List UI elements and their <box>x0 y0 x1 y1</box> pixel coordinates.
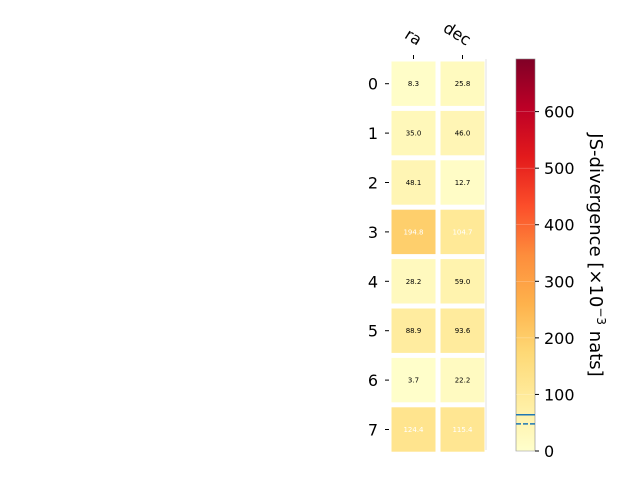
colorbar-tick-label: 400 <box>544 216 575 235</box>
cell-value-label: 46.0 <box>455 130 471 138</box>
heatmap-cell <box>391 209 436 255</box>
cell-value-label: 59.0 <box>455 278 471 286</box>
row-tick-label: 5 <box>368 322 378 341</box>
colorbar-tick-label: 200 <box>544 329 575 348</box>
colorbar-label: JS-divergence [×10−3 nats] <box>585 132 608 376</box>
row-tick-label: 2 <box>368 174 378 193</box>
heatmap-cell <box>440 308 485 353</box>
colorbar-tick-label: 600 <box>544 103 575 122</box>
colorbar-gradient-bar <box>515 58 536 452</box>
cell-value-label: 115.4 <box>452 426 473 434</box>
cell-value-label: 35.0 <box>406 130 422 138</box>
cell-value-label: 88.9 <box>406 327 422 335</box>
colorbar-reference-lines <box>516 414 535 425</box>
cell-value-label: 48.1 <box>406 179 422 187</box>
cell-value-label: 8.3 <box>408 80 419 88</box>
heatmap-cells: 8.3 25.8 35.0 46.0 48.1 12.7 194.8 104.7 28.2 59.… <box>391 61 485 452</box>
cell-value-label: 12.7 <box>455 179 471 187</box>
heatmap-cell <box>391 110 436 156</box>
colorbar-tick-label: 500 <box>544 159 575 178</box>
row-tick-label: 4 <box>368 272 378 291</box>
row-tick-label: 6 <box>368 371 378 390</box>
row-tick-labels: 0 1 2 3 4 5 6 7 <box>368 75 389 440</box>
cell-value-label: 104.7 <box>452 228 472 236</box>
row-tick-label: 1 <box>368 124 378 143</box>
row-tick-label: 7 <box>368 421 378 440</box>
cell-value-label: 93.6 <box>455 327 471 335</box>
colorbar-label-suffix: nats] <box>585 325 606 377</box>
column-tick-labels: ra dec <box>401 18 474 59</box>
colorbar-tick-label: 300 <box>544 272 575 291</box>
cell-value-label: 194.8 <box>403 228 423 236</box>
heatmap-cell <box>440 407 485 452</box>
column-tick-label: dec <box>440 18 474 49</box>
heatmap-cell <box>440 259 485 304</box>
heatmap-cell <box>391 61 436 106</box>
heatmap-cell <box>391 407 436 452</box>
column-tick-label: ra <box>401 25 425 50</box>
row-tick-label: 3 <box>368 223 378 242</box>
colorbar-ticks: 0 100 200 300 400 500 600 <box>516 103 575 461</box>
cell-value-label: 22.2 <box>455 377 471 385</box>
heatmap-cell <box>440 110 485 156</box>
heatmap-cell <box>440 209 485 255</box>
heatmap-cell <box>391 308 436 353</box>
heatmap-cell <box>391 160 436 205</box>
colorbar-tick-label: 0 <box>544 442 554 461</box>
heatmap-axes: 8.3 25.8 35.0 46.0 48.1 12.7 194.8 104.7 28.2 59.… <box>368 18 487 452</box>
heatmap-cell <box>440 160 485 205</box>
heatmap-cell <box>440 357 485 403</box>
colorbar-label-main: JS-divergence [×10 <box>585 132 606 307</box>
cell-value-label: 124.4 <box>403 426 424 434</box>
colorbar-label-exponent: −3 <box>594 307 608 325</box>
cell-value-label: 25.8 <box>455 80 471 88</box>
cell-value-label: 3.7 <box>408 377 419 385</box>
heatmap-cell <box>391 357 436 403</box>
heatmap-cell <box>440 61 485 106</box>
cell-value-label: 28.2 <box>406 278 422 286</box>
heatmap-cell <box>391 259 436 304</box>
colorbar: 0 100 200 300 400 500 600 JS-divergence [×10−3… <box>515 58 608 461</box>
colorbar-tick-label: 100 <box>544 385 575 404</box>
row-tick-label: 0 <box>368 75 378 94</box>
